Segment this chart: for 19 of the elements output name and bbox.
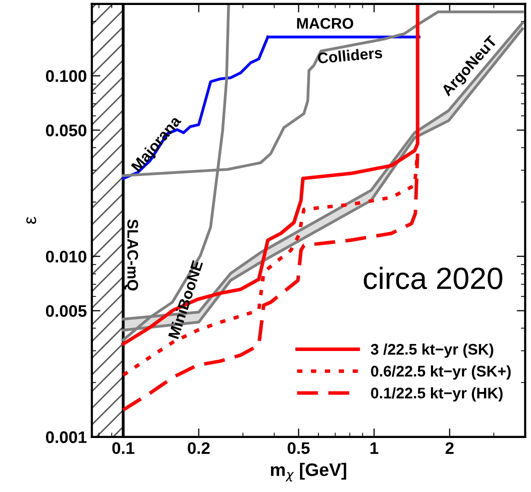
legend-label: 0.6/22.5 kt−yr (SK+) <box>371 365 511 380</box>
legend-label: 3 /22.5 kt−yr (SK) <box>370 343 494 358</box>
annotation: MACRO <box>297 18 354 29</box>
y-tick-label: 0.050 <box>46 124 86 136</box>
legend-label: 0.1/22.5 kt−yr (HK) <box>371 387 503 402</box>
annotation: Colliders <box>318 46 382 64</box>
y-tick-label: 0.005 <box>46 305 87 317</box>
x-axis-title: m$_{χ}$ [GeV] <box>270 462 346 482</box>
x-tick-label: 0.2 <box>188 442 210 454</box>
y-axis-title: ε <box>26 216 36 224</box>
annotation: circa 2020 <box>364 266 502 290</box>
y-tick-label: 0.100 <box>46 70 86 82</box>
y-tick-label: 0.010 <box>46 250 86 263</box>
y-tick-label: 0.001 <box>46 431 87 444</box>
x-tick-label: 1 <box>370 442 378 454</box>
x-tick-label: 0.5 <box>288 442 310 454</box>
x-tick-label: 2 <box>446 442 454 454</box>
x-tick-label: 0.1 <box>112 442 134 454</box>
ref-line-label: SLAC-mQ <box>124 219 138 290</box>
